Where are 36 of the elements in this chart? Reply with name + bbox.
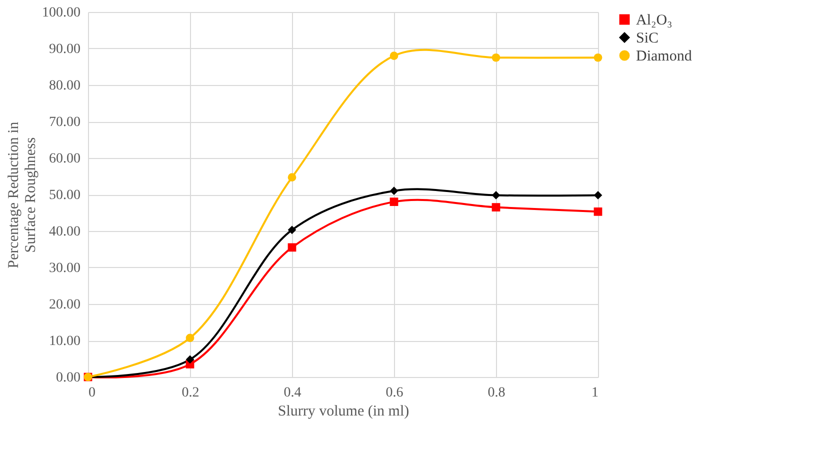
point — [390, 52, 398, 60]
legend-label: Al₂O₃ — [636, 12, 672, 28]
y-tick-label: 0.00 — [56, 370, 80, 386]
y-tick-label: 70.00 — [49, 115, 80, 130]
point — [288, 173, 296, 182]
y-tick-label: 40.00 — [49, 224, 80, 240]
point — [492, 191, 500, 200]
y-tick-label: 50.00 — [49, 188, 80, 203]
y-axis-title: Percentage Reduction in Surface Roughness — [6, 121, 39, 268]
x-tick-label: 0.8 — [488, 386, 506, 400]
y-tick-label: 10.00 — [49, 334, 80, 349]
point — [186, 355, 194, 364]
y-tick-label: 100.00 — [42, 6, 80, 20]
x-tick-label: 0.2 — [182, 386, 200, 400]
x-tick-label: 0 — [88, 386, 96, 400]
point — [594, 207, 602, 216]
legend-label: Diamond — [636, 48, 692, 64]
point — [492, 203, 500, 212]
x-axis-title: Slurry volume (in ml) — [278, 404, 410, 420]
point — [594, 53, 602, 62]
y-tick-label: 30.00 — [49, 261, 80, 276]
x-tick-label: 0.6 — [386, 386, 404, 400]
y-tick-label: 20.00 — [49, 298, 80, 312]
point — [186, 334, 194, 342]
x-tick-label: 1 — [592, 386, 598, 400]
point — [594, 191, 602, 200]
y-tick-label: 80.00 — [49, 78, 80, 94]
point — [390, 198, 398, 206]
x-tick-label: 0.4 — [284, 386, 302, 400]
point — [288, 226, 296, 234]
point — [390, 186, 398, 196]
y-tick-label: 60.00 — [49, 152, 80, 166]
legend-label: SiC — [636, 30, 659, 46]
point — [492, 53, 500, 62]
point — [288, 243, 296, 252]
y-tick-label: 90.00 — [49, 42, 80, 57]
